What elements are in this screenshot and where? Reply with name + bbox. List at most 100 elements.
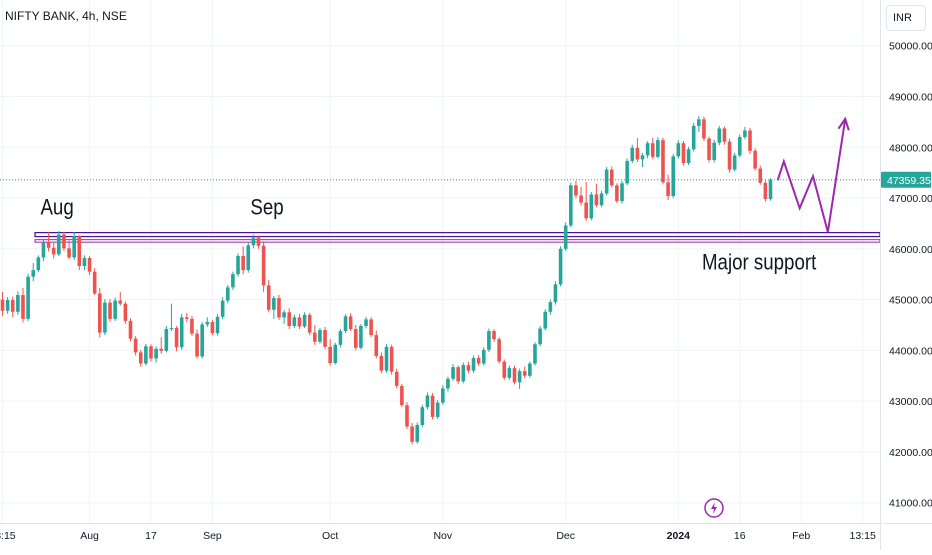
candle-body xyxy=(380,356,384,371)
candle-body xyxy=(37,257,41,270)
candle-body xyxy=(42,243,46,258)
candle-body xyxy=(185,317,189,319)
candle-body xyxy=(231,274,235,287)
currency-button[interactable]: INR xyxy=(886,5,926,31)
candle-body xyxy=(67,248,71,257)
candle-body xyxy=(564,225,568,248)
x-tick-label: 16 xyxy=(734,530,746,542)
candle-body xyxy=(139,352,143,363)
candle-body xyxy=(431,396,435,417)
candle-body xyxy=(441,388,445,402)
candle-body xyxy=(334,345,338,363)
candle-body xyxy=(190,319,194,334)
candle-body xyxy=(467,365,471,371)
candle-body xyxy=(134,339,138,353)
candle-body xyxy=(298,317,302,326)
candle-body xyxy=(651,143,655,157)
candle-body xyxy=(446,379,450,389)
projection-path xyxy=(778,119,849,232)
candle-body xyxy=(16,295,20,312)
support-zone-band-top xyxy=(35,233,880,237)
candle-body xyxy=(497,339,501,361)
candle-body xyxy=(216,317,220,333)
candle-body xyxy=(159,349,163,351)
x-tick-label: Dec xyxy=(556,530,575,542)
candle-body xyxy=(170,328,174,329)
x-tick-label: Sep xyxy=(203,530,222,542)
support-zone xyxy=(35,233,880,243)
candle-body xyxy=(590,194,594,218)
candle-body xyxy=(477,358,481,364)
candle-body xyxy=(574,185,578,195)
candle-body xyxy=(636,148,640,160)
candle-body xyxy=(313,333,317,342)
candle-body xyxy=(482,350,486,364)
candle-body xyxy=(630,148,634,161)
candle-body xyxy=(707,139,711,160)
candle-body xyxy=(272,298,276,310)
candle-body xyxy=(257,238,261,246)
candle-body xyxy=(349,316,353,329)
y-tick-label: 41000.00 xyxy=(889,498,932,510)
support-label: Major support xyxy=(702,251,817,275)
candle-body xyxy=(124,304,128,321)
candle-body xyxy=(769,180,773,199)
candle-body xyxy=(528,364,532,376)
candle-body xyxy=(692,126,696,149)
candle-body xyxy=(492,331,496,339)
candle-body xyxy=(758,169,762,183)
candle-body xyxy=(569,185,573,225)
candle-body xyxy=(339,331,343,345)
candle-body xyxy=(62,235,66,249)
candle-body xyxy=(359,326,363,348)
candle-body xyxy=(154,349,158,359)
candles xyxy=(1,116,773,445)
candle-body xyxy=(661,140,665,182)
candle-body xyxy=(410,427,414,442)
projection-line xyxy=(778,119,846,232)
candle-body xyxy=(436,403,440,417)
candle-body xyxy=(451,367,455,379)
x-tick-label: Nov xyxy=(433,530,452,542)
candle-body xyxy=(390,347,394,372)
candle-body xyxy=(671,156,675,196)
candle-body xyxy=(103,303,107,333)
candle-body xyxy=(262,246,266,286)
price-axis[interactable]: 41000.0042000.0043000.0044000.0045000.00… xyxy=(881,0,932,550)
y-tick-label: 48000.00 xyxy=(889,142,932,154)
candle-body xyxy=(472,358,476,371)
candle-body xyxy=(206,322,210,325)
candle-body xyxy=(615,185,619,201)
candle-body xyxy=(293,317,297,326)
x-tick-label: Feb xyxy=(792,530,810,542)
candle-body xyxy=(753,151,757,169)
candle-body xyxy=(241,256,245,270)
candle-body xyxy=(712,143,716,160)
candle-body xyxy=(733,155,737,169)
candle-body xyxy=(26,277,30,319)
candle-body xyxy=(374,335,378,356)
candle-body xyxy=(462,365,466,381)
candle-body xyxy=(323,330,327,347)
candle-body xyxy=(595,194,599,205)
candle-body xyxy=(508,368,512,378)
y-tick-label: 46000.00 xyxy=(889,244,932,256)
y-tick-label: 47000.00 xyxy=(889,193,932,205)
candle-body xyxy=(267,285,271,309)
current-price-label: 47359.35 xyxy=(887,175,931,187)
candle-body xyxy=(559,249,563,285)
candle-body xyxy=(6,300,10,311)
candle-body xyxy=(415,425,419,442)
candle-body xyxy=(646,143,650,155)
candle-body xyxy=(318,330,322,342)
candle-body xyxy=(656,140,660,157)
x-tick-label: Aug xyxy=(80,530,99,542)
candle-body xyxy=(610,170,614,186)
candle-body xyxy=(620,183,624,201)
candle-body xyxy=(118,301,122,304)
candle-body xyxy=(200,324,204,356)
candle-body xyxy=(303,315,307,327)
